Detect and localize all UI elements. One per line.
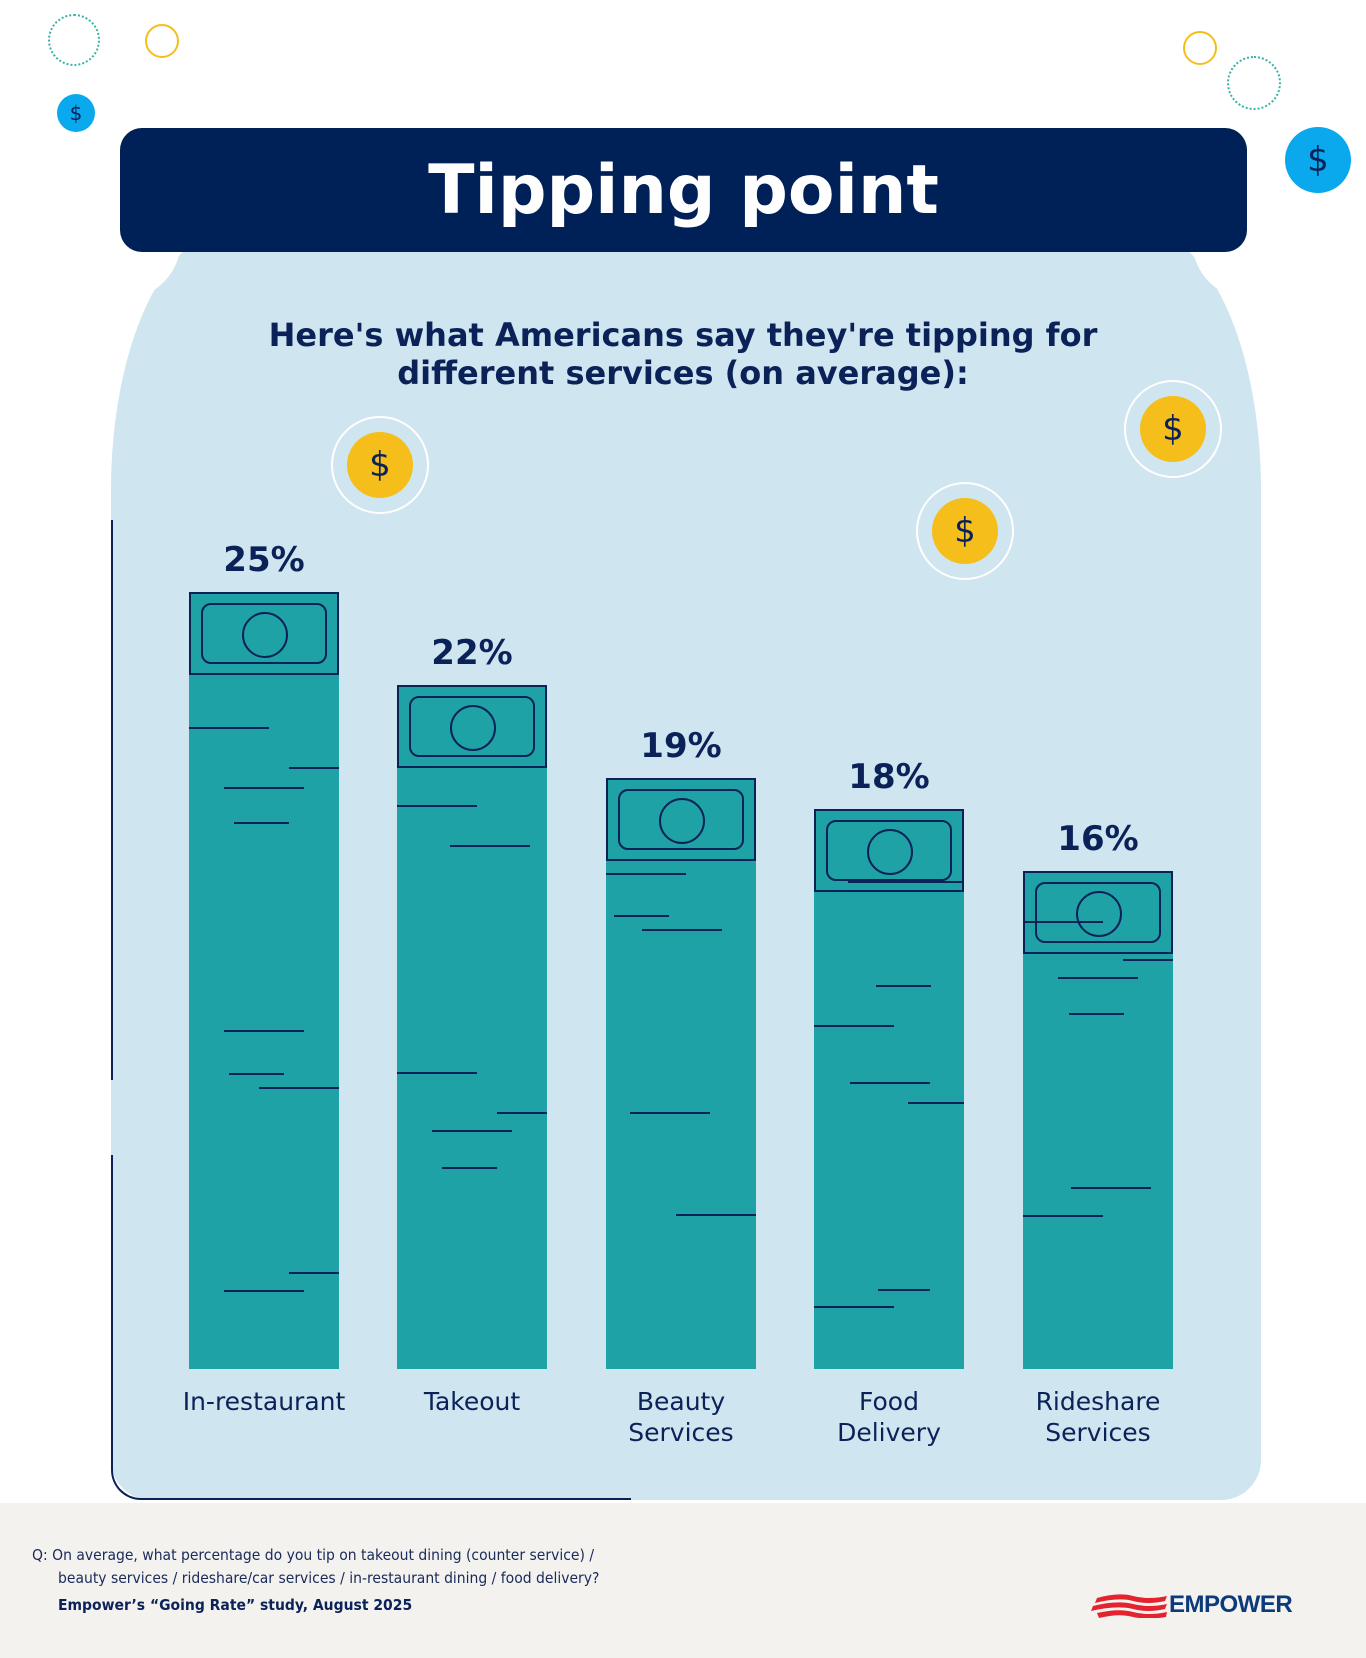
data-label: 18% [848, 757, 930, 798]
dollar-coin-icon: $ [331, 416, 429, 514]
bar [814, 809, 964, 1369]
dollar-bill-icon [397, 684, 547, 768]
data-label: 25% [223, 539, 305, 580]
category-label-line: Beauty [636, 1387, 726, 1416]
bar-texture-line [876, 985, 931, 988]
bar-texture-line [814, 1306, 894, 1309]
dollar-coin-icon: $ [1285, 127, 1351, 193]
bar-texture-line [224, 786, 304, 789]
bar-texture-line [442, 1166, 497, 1169]
subtitle: Here's what Americans say they're tippin… [200, 316, 1166, 392]
bar-texture-line [259, 1086, 339, 1089]
decorative-dotted-circle [48, 14, 100, 66]
bar-texture-line [878, 1289, 930, 1292]
jar-outline [111, 1155, 631, 1500]
page-title: Tipping point [428, 150, 939, 230]
empower-logo-mark [1091, 1594, 1167, 1618]
bar [397, 684, 547, 1369]
bar-texture-line [848, 881, 964, 884]
bar-texture-line [1023, 921, 1103, 924]
subtitle-line: Here's what Americans say they're tippin… [268, 316, 1098, 354]
category-label-line: Delivery [837, 1418, 941, 1447]
category-label: Food Delivery [789, 1386, 989, 1448]
category-label-line: Food [859, 1387, 919, 1416]
bar-texture-line [450, 844, 530, 847]
decorative-ring [1183, 31, 1217, 65]
bar-texture-line [289, 766, 339, 769]
bar-texture-line [397, 1071, 477, 1074]
category-label-line: Services [1045, 1418, 1151, 1447]
bar-texture-line [614, 915, 669, 918]
dollar-bill-icon [814, 809, 964, 893]
bar-texture-line [224, 1289, 304, 1292]
category-label-line: Takeout [423, 1387, 521, 1416]
data-label: 19% [640, 726, 722, 767]
category-label: Takeout [372, 1386, 572, 1417]
data-label: 16% [1057, 819, 1139, 860]
bar-texture-line [224, 1029, 304, 1032]
bar-texture-line [850, 1082, 930, 1085]
title-banner: Tipping point [120, 128, 1247, 252]
bar-texture-line [289, 1271, 339, 1274]
bar-texture-line [606, 873, 686, 876]
bar-texture-line [1023, 1215, 1103, 1218]
bar-texture-line [229, 1072, 284, 1075]
bar [1023, 871, 1173, 1369]
bar-texture-line [1123, 959, 1173, 962]
bar [606, 778, 756, 1369]
dollar-bill-icon [606, 778, 756, 862]
question-text: beauty services / rideshare/car services… [58, 1569, 600, 1587]
dollar-coin-icon: $ [1124, 380, 1222, 478]
empower-logo: EMPOWER [1089, 1591, 1293, 1619]
bar-texture-line [1069, 1013, 1124, 1016]
category-label: Beauty Services [581, 1386, 781, 1448]
dollar-bill-icon [189, 591, 339, 675]
bar-texture-line [676, 1214, 756, 1217]
bar [189, 591, 339, 1369]
category-label: Rideshare Services [998, 1386, 1198, 1448]
bar-texture-line [814, 1025, 894, 1028]
source-text: Empower’s “Going Rate” study, August 202… [58, 1596, 413, 1614]
category-label: In-restaurant [164, 1386, 364, 1417]
category-label-line: In-restaurant [182, 1387, 346, 1416]
bar-texture-line [189, 726, 269, 729]
question-text: Q: On average, what percentage do you ti… [32, 1546, 595, 1564]
bar-texture-line [432, 1129, 512, 1132]
empower-logo-text: EMPOWER [1169, 1591, 1293, 1618]
decorative-dotted-circle [1227, 56, 1281, 110]
jar-outline [111, 520, 113, 1080]
decorative-ring [145, 24, 179, 58]
bar-texture-line [1058, 977, 1138, 980]
bar-texture-line [397, 804, 477, 807]
bar-texture-line [1071, 1187, 1151, 1190]
footer: Q: On average, what percentage do you ti… [0, 1503, 1366, 1658]
dollar-bill-icon [1023, 871, 1173, 955]
bar-texture-line [908, 1102, 964, 1105]
subtitle-line: different services (on average): [397, 354, 969, 392]
data-label: 22% [431, 632, 513, 673]
category-label-line: Services [628, 1418, 734, 1447]
dollar-coin-icon: $ [57, 94, 95, 132]
category-label-line: Rideshare [1035, 1387, 1161, 1416]
bar-texture-line [234, 821, 289, 824]
bar-texture-line [642, 929, 722, 932]
bar-texture-line [497, 1111, 547, 1114]
dollar-coin-icon: $ [916, 482, 1014, 580]
bar-texture-line [630, 1112, 710, 1115]
